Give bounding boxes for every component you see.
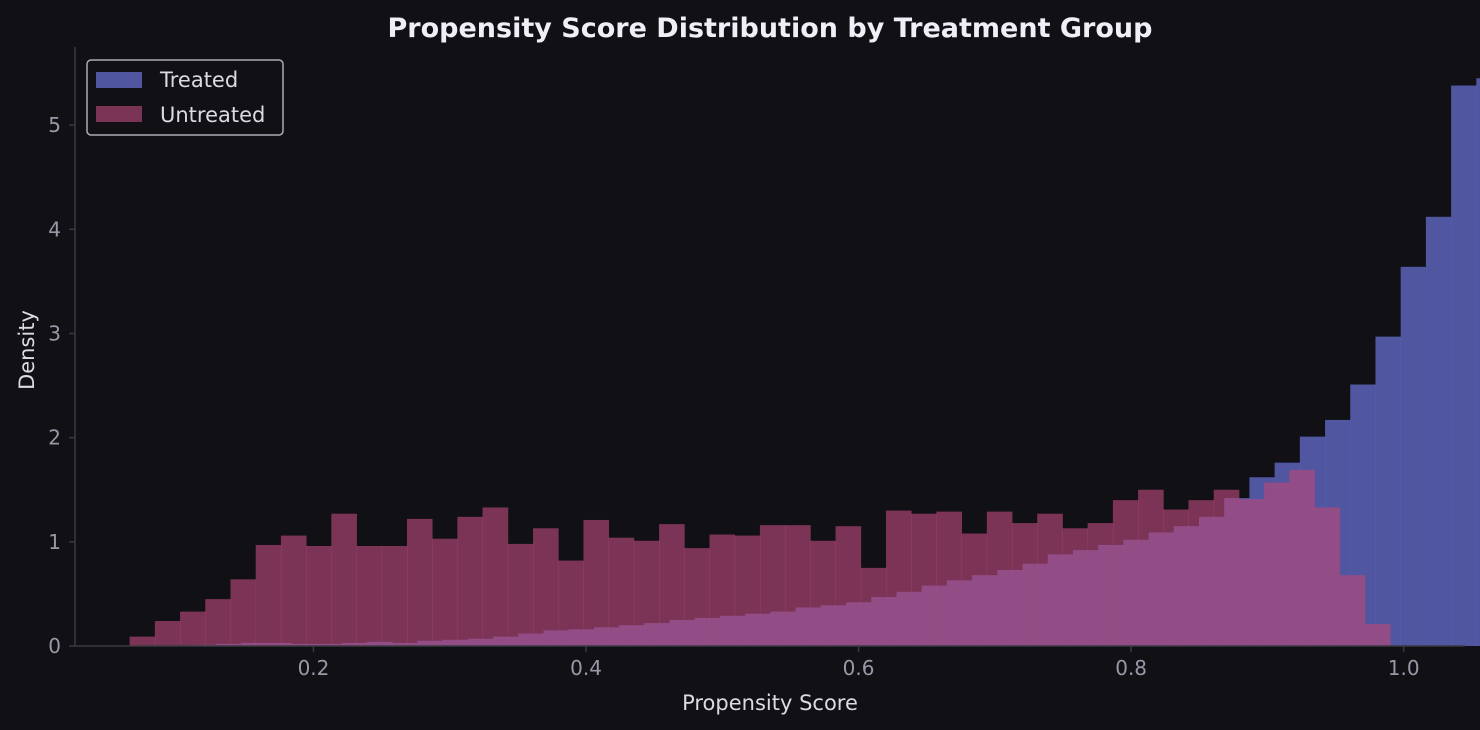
treated-bar — [1425, 216, 1452, 647]
x-tick-label: 0.2 — [298, 656, 330, 680]
untreated-bar — [558, 560, 584, 646]
untreated-bar — [1364, 624, 1391, 646]
untreated-bar — [911, 513, 937, 646]
x-axis-label: Propensity Score — [682, 691, 858, 715]
untreated-bar — [482, 507, 509, 646]
untreated-bar — [885, 510, 912, 646]
untreated-bar — [180, 611, 206, 646]
treated-bar — [1400, 266, 1427, 646]
untreated-bar — [306, 545, 332, 646]
untreated-bar — [759, 525, 786, 646]
untreated-bar — [154, 621, 181, 646]
untreated-bar — [1012, 523, 1038, 646]
untreated-bar — [936, 511, 962, 646]
treated-bar — [1451, 85, 1477, 647]
untreated-bar — [331, 513, 357, 646]
legend-label-untreated: Untreated — [160, 103, 265, 127]
x-tick-label: 0.6 — [843, 656, 875, 680]
untreated-bar — [507, 543, 534, 646]
untreated-bar — [860, 567, 887, 646]
untreated-bar — [709, 534, 736, 646]
untreated-bar — [1138, 489, 1164, 646]
x-tick-label: 0.4 — [570, 656, 602, 680]
y-tick-label: 2 — [48, 426, 61, 450]
untreated-bar — [205, 599, 231, 646]
untreated-bar — [986, 511, 1013, 646]
untreated-bar — [1112, 500, 1139, 646]
y-axis-label: Density — [15, 310, 39, 390]
x-tick-label: 0.8 — [1115, 656, 1147, 680]
untreated-bar — [406, 518, 433, 646]
untreated-bar — [1339, 575, 1366, 646]
untreated-bar — [785, 525, 811, 646]
untreated-bar — [457, 516, 483, 646]
untreated-bar — [432, 538, 458, 646]
untreated-bar — [1087, 523, 1114, 646]
untreated-bar — [1314, 507, 1341, 646]
untreated-bar — [583, 519, 610, 646]
y-axis-ticks: 0 1 2 3 4 5 — [48, 113, 75, 658]
untreated-bar — [1289, 469, 1315, 646]
untreated-bar — [961, 533, 988, 646]
untreated-bar — [1163, 509, 1189, 646]
untreated-bar — [633, 540, 660, 646]
untreated-bar — [1264, 482, 1290, 646]
untreated-bar — [734, 535, 761, 646]
treated-bar — [1476, 78, 1480, 646]
untreated-series-bars — [129, 469, 1391, 646]
untreated-bar — [255, 544, 282, 646]
untreated-bar — [1188, 500, 1215, 646]
y-tick-label: 5 — [48, 113, 61, 137]
untreated-bar — [129, 636, 156, 646]
untreated-bar — [608, 537, 635, 646]
y-tick-label: 1 — [48, 530, 61, 554]
y-tick-label: 0 — [48, 634, 61, 658]
y-tick-label: 4 — [48, 217, 61, 241]
treated-bar — [1375, 336, 1402, 646]
legend-swatch-treated — [96, 72, 142, 88]
chart-title: Propensity Score Distribution by Treatme… — [388, 13, 1153, 44]
untreated-bar — [684, 548, 710, 646]
y-tick-label: 3 — [48, 321, 61, 345]
untreated-bar — [1062, 528, 1089, 646]
x-axis-ticks: 0.2 0.4 0.6 0.8 1.0 — [298, 646, 1420, 680]
legend-label-treated: Treated — [159, 68, 238, 92]
untreated-bar — [835, 526, 862, 646]
legend: Treated Untreated — [86, 59, 284, 136]
x-tick-label: 1.0 — [1388, 656, 1420, 680]
untreated-bar — [356, 545, 383, 646]
untreated-bar — [533, 528, 559, 646]
untreated-bar — [1213, 489, 1240, 646]
untreated-bar — [810, 540, 836, 646]
legend-swatch-untreated — [96, 106, 142, 122]
untreated-bar — [381, 545, 408, 646]
untreated-bar — [1037, 513, 1063, 646]
untreated-bar — [659, 524, 685, 646]
untreated-bar — [280, 535, 307, 646]
untreated-bar — [1238, 499, 1265, 646]
untreated-bar — [230, 579, 257, 646]
